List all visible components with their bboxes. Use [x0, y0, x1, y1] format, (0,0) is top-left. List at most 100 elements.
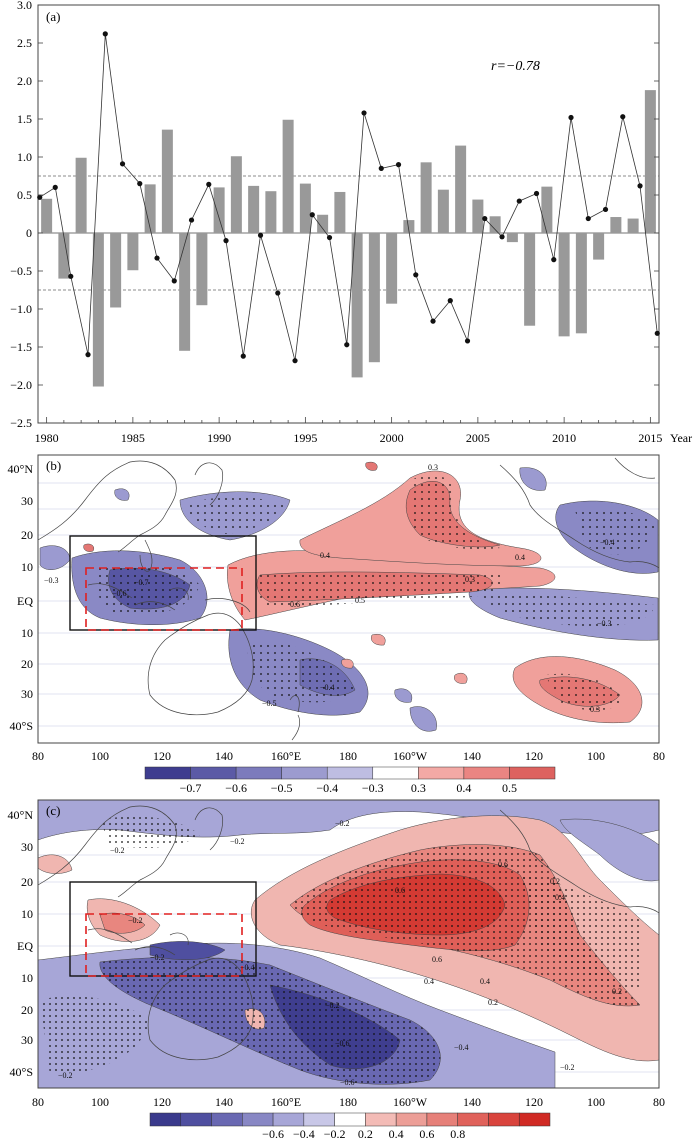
- colorbar-label: 0.5: [502, 781, 517, 795]
- bar-1986: [144, 184, 156, 233]
- x-tick-label: 1980: [35, 431, 59, 445]
- svg-text:−0.3: −0.3: [44, 576, 59, 585]
- line-point: [154, 255, 160, 261]
- y-tick-label: 1.5: [17, 112, 32, 126]
- colorbar-swatch: [326, 766, 374, 780]
- colorbar-label: −0.5: [271, 781, 293, 795]
- svg-text:0.3: 0.3: [428, 463, 438, 472]
- line-point: [257, 232, 264, 238]
- core-region-box: [85, 567, 243, 631]
- line-point: [516, 198, 522, 204]
- bar-1980: [41, 198, 53, 233]
- line-point: [68, 273, 74, 279]
- lon-label: 180: [339, 749, 357, 763]
- bar-1981: [58, 233, 70, 279]
- x-tick-label: 2005: [466, 431, 490, 445]
- line-point: [171, 278, 177, 284]
- bar-2011: [575, 233, 587, 334]
- svg-text:−0.2: −0.2: [335, 819, 350, 828]
- line-point: [499, 234, 505, 240]
- bar-2000: [386, 233, 398, 304]
- bar-2003: [437, 189, 449, 233]
- bar-2015: [644, 90, 656, 234]
- lat-label: 20: [21, 657, 33, 671]
- y-tick-label: −2.0: [10, 378, 32, 392]
- panel-a-timeseries: (a) −2.5 −2.0 −1.5 −1.0 −0.5 0 0.5 1.0 1.5 2.0 2.5…: [10, 0, 692, 445]
- bar-1988: [179, 233, 191, 351]
- line-point: [602, 206, 609, 213]
- line-point: [326, 234, 333, 241]
- svg-text:−0.2: −0.2: [560, 1063, 575, 1072]
- colorbar-label: 0.8: [450, 1127, 465, 1140]
- line-point: [585, 215, 591, 222]
- line-point: [309, 212, 315, 218]
- svg-text:−0.4: −0.4: [600, 538, 615, 547]
- x-tick-label: 2000: [380, 431, 404, 445]
- bar-2005: [472, 199, 484, 233]
- y-tick-label: 2.5: [17, 36, 32, 50]
- x-tick-label: 1995: [293, 431, 317, 445]
- lon-label: 140: [215, 749, 233, 763]
- longitude-labels: 80 100 120 140 160°E 180 160°W 140 120 100 80: [32, 749, 665, 763]
- line-point: [102, 31, 108, 37]
- colorbar-swatch: [365, 1112, 397, 1127]
- colorbar-swatch: [149, 1112, 182, 1127]
- colorbar-label: −0.4: [293, 1127, 315, 1140]
- svg-text:0.5: 0.5: [355, 596, 365, 605]
- lat-label: 20: [21, 528, 33, 542]
- colorbar-label: 0.2: [358, 1127, 373, 1140]
- bar-2009: [541, 186, 553, 233]
- bar-1985: [127, 233, 139, 271]
- colorbar-swatch: [463, 766, 510, 780]
- bar-1994: [282, 119, 294, 233]
- lat-label: 40°S: [10, 1065, 33, 1079]
- line-point: [37, 194, 43, 200]
- lon-label: 80: [32, 749, 44, 763]
- line-point: [413, 272, 419, 278]
- svg-text:−0.2: −0.2: [325, 1001, 340, 1010]
- colorbar-swatch: [190, 766, 237, 780]
- bar-1992: [248, 185, 260, 233]
- lat-label: 30: [21, 687, 33, 701]
- lat-label: 30: [21, 840, 33, 854]
- line-point: [85, 352, 91, 358]
- lat-label: 40°N: [8, 462, 34, 476]
- y-tick-label: 1.0: [17, 150, 32, 164]
- lon-label: 100: [91, 749, 109, 763]
- lat-label: EQ: [17, 594, 33, 608]
- svg-text:−0.6: −0.6: [112, 589, 127, 598]
- bar-1999: [368, 233, 380, 363]
- svg-text:−0.4: −0.4: [320, 683, 335, 692]
- colorbar-label: 0.4: [389, 1127, 404, 1140]
- x-tick-label: 2010: [552, 431, 576, 445]
- svg-text:−0.2: −0.2: [110, 846, 125, 855]
- colorbar-label: −0.6: [225, 781, 247, 795]
- line-point: [620, 114, 626, 120]
- colorbar-swatch: [235, 766, 282, 780]
- colorbar-b: −0.7 −0.6 −0.5 −0.4 −0.3 0.3 0.4 0.5: [144, 766, 556, 795]
- coastlines: [38, 457, 659, 741]
- line-point: [551, 257, 557, 263]
- x-tick-label: 2015: [638, 431, 662, 445]
- lat-label: 10: [21, 907, 33, 921]
- svg-text:−0.2: −0.2: [128, 916, 143, 925]
- line-point: [119, 161, 126, 167]
- colorbar-swatch: [372, 766, 419, 780]
- bar-1997: [334, 191, 346, 233]
- line-point: [361, 110, 367, 116]
- colorbar-label: 0.3: [411, 781, 426, 795]
- line-point: [568, 114, 574, 121]
- y-tick-label: 2.0: [17, 74, 32, 88]
- colorbar-swatch: [426, 1112, 458, 1127]
- lat-label: 30: [21, 1033, 33, 1047]
- line-point: [447, 298, 453, 304]
- bar-2010: [558, 233, 570, 337]
- y-tick-label: −0.5: [10, 264, 32, 278]
- x-tick-label: 1990: [207, 431, 231, 445]
- panel-b-label: (b): [46, 458, 61, 473]
- colorbar-label: −0.4: [316, 781, 338, 795]
- line-series: [37, 31, 660, 364]
- panel-c-frame: [37, 799, 660, 1089]
- lat-label: 20: [21, 875, 33, 889]
